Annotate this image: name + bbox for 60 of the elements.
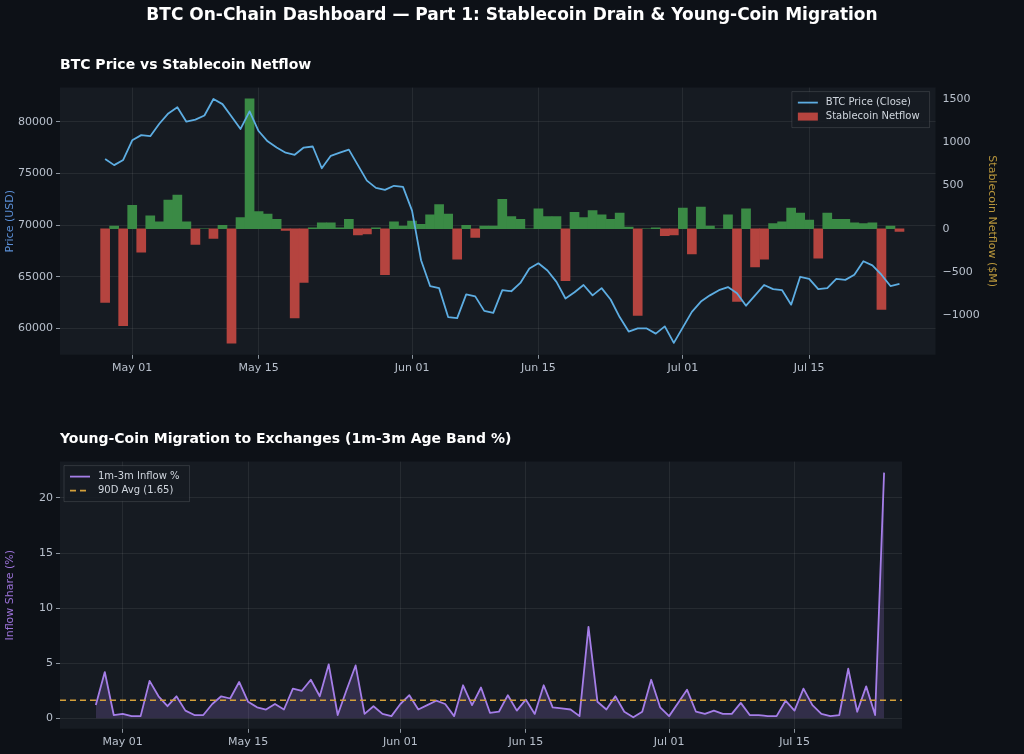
y-tick-label: 70000 (18, 217, 53, 231)
y-axis-title: Inflow Share (%) (3, 549, 17, 641)
legend-label: 1m-3m Inflow % (98, 470, 180, 482)
legend-label: BTC Price (Close) (825, 96, 912, 108)
bar (687, 228, 697, 255)
bar (560, 228, 571, 282)
bar (190, 228, 201, 245)
bar (226, 228, 237, 344)
chart-subtitle: BTC Price vs Stablecoin Netflow (60, 56, 312, 72)
x-tick-label: May 01 (112, 361, 153, 375)
bar (208, 228, 219, 239)
bar (813, 228, 824, 259)
y-tick-label: 10 (39, 601, 53, 615)
y2-tick-label: 0 (942, 221, 950, 235)
x-tick-label: Jul 01 (666, 361, 699, 375)
bar (100, 228, 110, 303)
legend-label: Stablecoin Netflow (825, 110, 920, 122)
y2-tick-label: −1000 (942, 308, 980, 322)
x-tick-label: Jun 15 (520, 361, 556, 375)
y-tick-label: 60000 (18, 321, 53, 335)
bar (127, 205, 138, 230)
bar (109, 225, 119, 230)
x-tick-label: May 15 (227, 735, 269, 749)
y-tick-label: 5 (46, 656, 53, 670)
x-tick-label: Jun 01 (393, 361, 430, 375)
y2-axis-title: Stablecoin Netflow ($M) (985, 155, 999, 288)
bar (118, 228, 129, 327)
x-tick-label: May 01 (102, 735, 143, 749)
x-tick-label: Jul 01 (652, 735, 685, 749)
y2-tick-label: −500 (942, 264, 973, 278)
bar (732, 228, 742, 302)
bar (632, 228, 643, 316)
y2-tick-label: 1000 (942, 135, 971, 149)
y-tick-label: 75000 (18, 166, 53, 180)
y-axis-title: Price (USD) (3, 189, 17, 253)
bar (217, 224, 228, 230)
legend-label: 90D Avg (1.65) (98, 484, 174, 496)
bar (461, 224, 472, 230)
y-tick-label: 15 (39, 545, 53, 559)
bar (678, 207, 688, 230)
x-tick-label: May 15 (238, 361, 279, 375)
y2-tick-label: 1500 (942, 91, 971, 105)
chart-title: BTC On-Chain Dashboard — Part 1: Stablecoin Drain & Young-Coin Migration (145, 4, 879, 24)
chart-title: Young-Coin Migration to Exchanges (1m-3m Age Band %) (60, 430, 512, 446)
bar (876, 228, 887, 310)
y-tick-label: 80000 (18, 114, 53, 128)
y-tick-label: 65000 (18, 269, 53, 283)
x-tick-label: Jun 15 (507, 735, 544, 749)
bar (741, 208, 751, 230)
bar (380, 228, 390, 276)
bar (136, 228, 147, 253)
y2-tick-label: 500 (942, 178, 964, 192)
x-tick-label: Jul 15 (792, 361, 825, 375)
y-tick-label: 20 (39, 490, 53, 504)
x-tick-label: Jun 01 (382, 735, 418, 749)
bar (452, 228, 463, 260)
y-tick-label: 0 (46, 711, 53, 725)
bar (470, 228, 481, 238)
bar (894, 228, 905, 232)
x-tick-label: Jul 15 (778, 735, 810, 749)
